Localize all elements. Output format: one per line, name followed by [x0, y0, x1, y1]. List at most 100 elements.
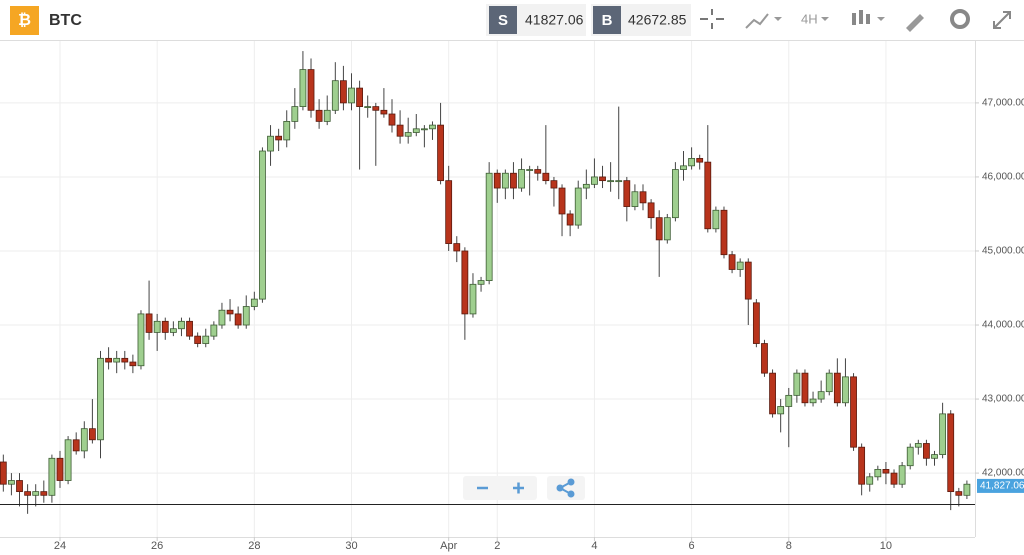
chart-style-button[interactable] — [745, 13, 769, 29]
y-tick-label: 47,000.00 — [982, 98, 1024, 109]
candle-body — [388, 113, 396, 126]
candle-body — [32, 491, 40, 496]
candle-body — [315, 109, 323, 122]
x-tick-label: 4 — [591, 540, 597, 552]
candle-body — [218, 309, 226, 326]
candle-body — [437, 124, 444, 182]
candle-body — [0, 461, 7, 485]
candle-body — [323, 109, 331, 122]
candle-body — [412, 128, 420, 133]
candle-body — [501, 172, 509, 189]
candle-body — [769, 372, 776, 415]
candle-body — [558, 187, 566, 215]
candle-body — [639, 191, 647, 204]
x-tick-label: 30 — [345, 540, 357, 552]
candle-body — [129, 361, 137, 367]
candle-body — [817, 391, 825, 400]
share-controls — [547, 476, 585, 500]
candle-body — [186, 320, 193, 337]
candle-body — [712, 209, 720, 230]
candle-body — [518, 169, 525, 189]
candle-body — [671, 169, 679, 219]
sell-badge — [489, 6, 517, 34]
x-tick-label: 24 — [54, 540, 66, 552]
y-tick-label: 43,000.00 — [982, 394, 1024, 405]
x-tick-label: 28 — [248, 540, 260, 552]
candle-body — [420, 128, 428, 131]
candle-body — [493, 172, 501, 189]
candle-body — [955, 491, 963, 496]
candle-body — [429, 124, 436, 130]
candle-body — [461, 250, 469, 315]
candle-body — [56, 457, 64, 481]
candle-body — [688, 158, 695, 167]
btc-icon-glyph: ₿ — [18, 11, 31, 29]
candle-body — [356, 87, 364, 108]
candle-body — [80, 428, 88, 452]
candle-body — [890, 472, 898, 485]
buy-label: B — [602, 12, 613, 29]
candle-body — [607, 180, 615, 183]
y-tick-label: 45,000.00 — [982, 246, 1024, 257]
zoom-in-button[interactable] — [513, 482, 524, 494]
candle-body — [299, 69, 307, 108]
candle-body — [178, 320, 185, 330]
candle-body — [801, 372, 809, 404]
candle-body — [761, 343, 768, 374]
symbol: BTC — [49, 12, 82, 29]
candle-body — [404, 132, 412, 137]
candle-body — [842, 376, 849, 404]
interval-button[interactable]: 4H — [801, 11, 818, 26]
candle-body — [809, 398, 817, 404]
candle-type-button[interactable] — [852, 10, 870, 25]
candle-body — [24, 491, 32, 496]
dropdown-arrow — [821, 17, 829, 21]
candle-body — [340, 80, 347, 104]
x-tick-label: 8 — [786, 540, 792, 552]
candle-body — [445, 180, 453, 244]
candle-body — [680, 165, 687, 170]
y-tick-label: 44,000.00 — [982, 320, 1024, 331]
candle-body — [48, 457, 56, 496]
candle-body — [874, 469, 882, 478]
candle-body — [963, 483, 971, 496]
candle-body — [283, 121, 291, 141]
x-tick-label: 26 — [151, 540, 163, 552]
candle-body — [850, 376, 857, 448]
candle-body — [793, 372, 801, 396]
candle-body — [752, 302, 760, 344]
candle-body — [906, 446, 914, 467]
candle-body — [275, 135, 283, 141]
last-price-marker — [977, 478, 1024, 493]
y-tick-label: 42,000.00 — [982, 468, 1024, 479]
candle-body — [485, 172, 493, 281]
crosshair-button[interactable] — [700, 9, 724, 29]
candle-body — [526, 169, 534, 171]
share-button[interactable] — [556, 478, 575, 498]
candle-body — [113, 357, 121, 363]
last-price-label: 41,827.06 — [980, 481, 1024, 492]
candle-body — [72, 439, 80, 452]
candle-body — [728, 254, 736, 270]
candle-body — [785, 394, 793, 407]
candle-body — [833, 372, 841, 404]
candle-body — [825, 372, 833, 393]
candle-body — [121, 357, 129, 363]
candle-body — [947, 413, 955, 493]
candle-body — [655, 217, 663, 241]
candle-body — [40, 491, 48, 496]
candle-body — [291, 106, 299, 122]
draw-button[interactable] — [906, 14, 924, 32]
candle-body — [396, 124, 404, 137]
candle-body — [145, 313, 153, 333]
settings-button[interactable] — [950, 9, 970, 29]
candle-body — [105, 357, 112, 363]
candle-body — [534, 169, 542, 174]
candle-body — [8, 480, 15, 485]
fullscreen-button[interactable] — [993, 11, 1011, 29]
buy-badge — [593, 6, 621, 34]
candle-body — [453, 243, 461, 252]
candle-body — [591, 176, 598, 185]
candle-body — [97, 357, 104, 441]
candle-body — [259, 150, 266, 300]
